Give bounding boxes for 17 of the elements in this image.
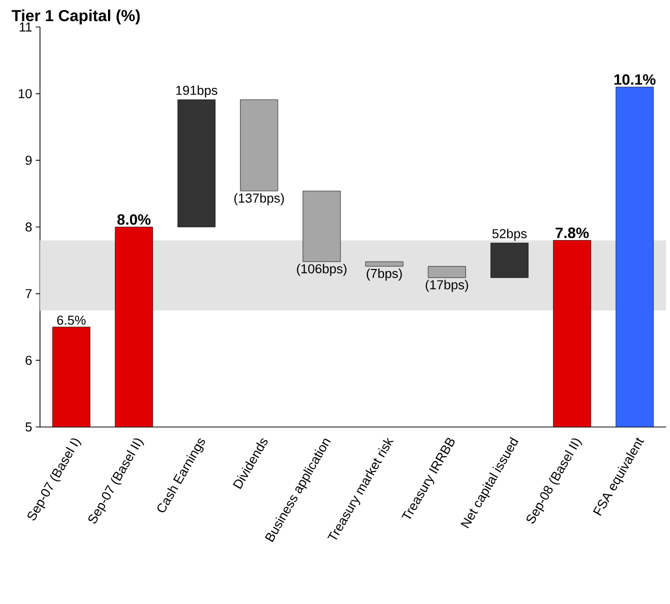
y-tick-label: 5 <box>26 422 32 432</box>
y-tick-label: 7 <box>26 289 32 298</box>
annotation: (137bps) <box>234 193 284 206</box>
data-label: 6.5% <box>57 316 86 325</box>
y-tick-label: 10 <box>18 89 32 98</box>
data-label: 8.0% <box>117 214 151 225</box>
annotation: (106bps) <box>296 264 346 276</box>
annotation: (17bps) <box>426 280 468 292</box>
data-label: 7.8% <box>556 228 589 238</box>
annotation: 191bps <box>176 85 218 98</box>
y-tick-label: 9 <box>26 156 32 165</box>
annotation: (7bps) <box>366 268 402 281</box>
data-label: 10.1% <box>614 74 656 85</box>
y-tick-label: 11 <box>20 22 32 32</box>
y-tick-label: 8 <box>26 222 32 232</box>
annotation: 52bps <box>492 228 527 241</box>
y-tick-label: 6 <box>26 356 32 365</box>
